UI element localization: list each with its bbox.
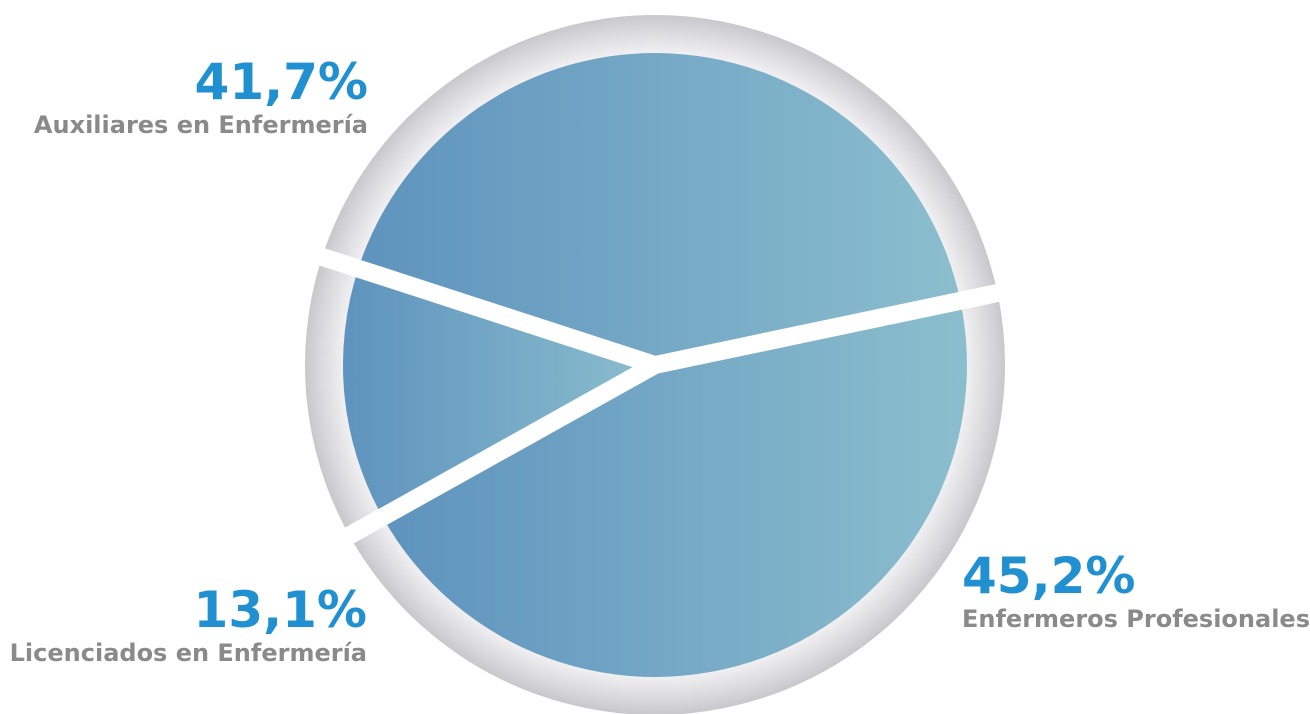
slice-name-auxiliares: Auxiliares en Enfermería — [33, 111, 368, 139]
pie-slices — [309, 52, 1010, 678]
slice-percent-enfermeros: 45,2% — [962, 547, 1136, 605]
slice-name-enfermeros: Enfermeros Profesionales — [962, 605, 1310, 633]
pie-center-hub — [646, 356, 664, 374]
slice-label-auxiliares: 41,7% Auxiliares en Enfermería — [34, 54, 368, 140]
slice-percent-auxiliares: 41,7% — [194, 53, 368, 111]
slice-percent-licenciados: 13,1% — [193, 581, 367, 639]
pie-separator — [336, 357, 660, 549]
pie-separator — [309, 245, 658, 374]
pie-slice-enfermeros — [382, 300, 968, 678]
pie-slice-licenciados — [342, 268, 655, 518]
pie-separator — [653, 282, 1010, 374]
slice-label-enfermeros: 45,2% Enfermeros Profesionales — [962, 548, 1310, 634]
slice-label-licenciados: 13,1% Licenciados en Enfermería — [10, 582, 367, 668]
slice-name-licenciados: Licenciados en Enfermería — [9, 639, 367, 667]
pie-slice-auxiliares — [358, 52, 961, 365]
